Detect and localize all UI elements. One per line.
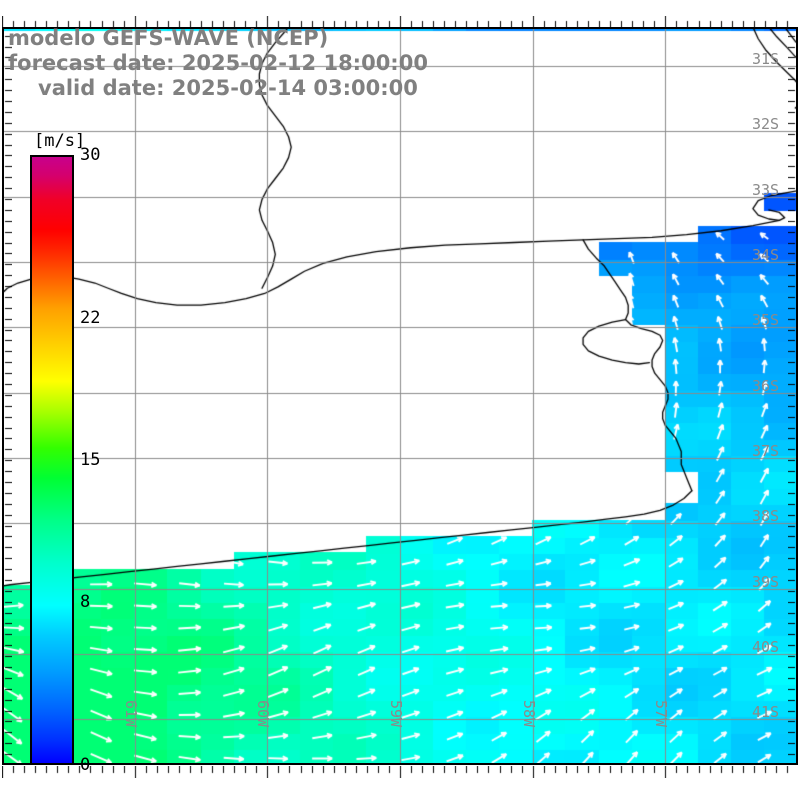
colorbar-unit-label: [m/s] xyxy=(34,131,86,151)
colorbar-tick-8: 8 xyxy=(80,592,91,613)
left-axis-ticks xyxy=(0,27,12,765)
lon-tick-label-60w: 60W xyxy=(254,700,273,728)
lon-tick-label-61w: 61W xyxy=(121,700,140,728)
lat-tick-label-40s: 40S xyxy=(752,637,780,656)
map-plot-area xyxy=(2,27,798,765)
lat-tick-label-31s: 31S xyxy=(752,50,780,69)
lat-tick-label-32s: 32S xyxy=(752,115,780,134)
colorbar xyxy=(30,155,74,765)
lat-tick-label-33s: 33S xyxy=(752,180,780,199)
lon-tick-label-59w: 59W xyxy=(387,700,405,728)
frame-top xyxy=(2,27,798,29)
lat-tick-label-39s: 39S xyxy=(752,572,780,591)
top-axis-ticks xyxy=(2,16,798,28)
lon-tick-label-57w: 57W xyxy=(652,700,671,728)
bottom-axis-ticks xyxy=(2,766,798,778)
lat-tick-label-35s: 35S xyxy=(752,311,780,330)
colorbar-tick-0: 0 xyxy=(80,755,91,775)
frame-bottom xyxy=(2,763,798,765)
lat-tick-label-34s: 34S xyxy=(752,246,780,265)
lat-tick-label-37s: 37S xyxy=(752,442,780,461)
lat-tick-label-38s: 38S xyxy=(752,507,780,526)
colorbar-border xyxy=(30,155,74,765)
lat-tick-label-41s: 41S xyxy=(752,703,780,722)
lon-tick-label-58w: 58W xyxy=(519,700,538,728)
colorbar-tick-22: 22 xyxy=(80,307,101,328)
right-axis-ticks xyxy=(788,27,800,765)
colorbar-gradient xyxy=(32,157,72,763)
lat-tick-label-36s: 36S xyxy=(752,376,780,395)
colorbar-tick-15: 15 xyxy=(80,450,101,470)
graticule-grid-layer xyxy=(2,27,798,765)
colorbar-tick-30: 30 xyxy=(80,145,101,165)
